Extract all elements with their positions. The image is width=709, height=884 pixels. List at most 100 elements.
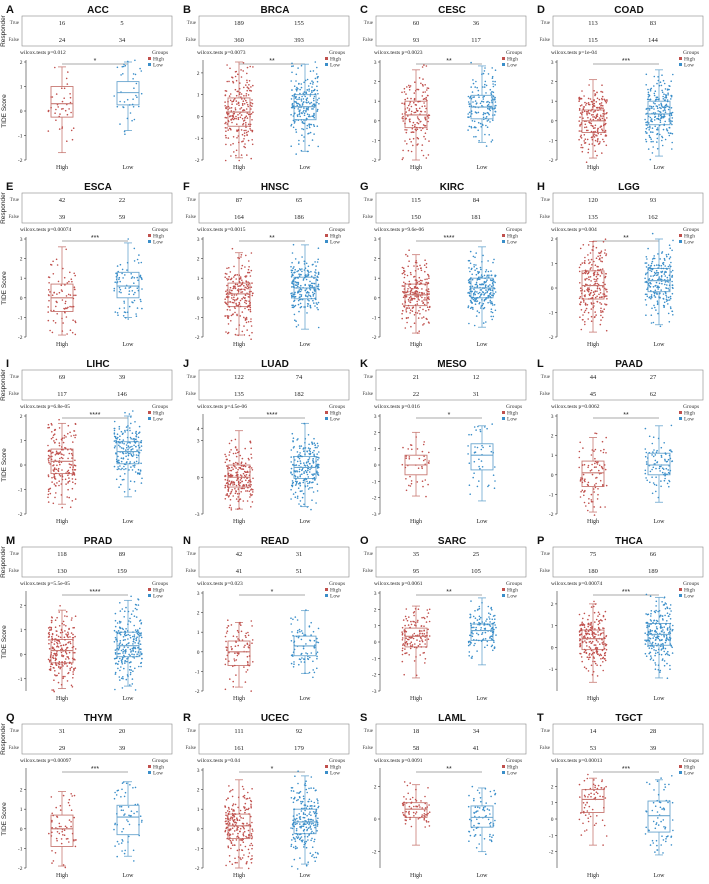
point-high bbox=[246, 103, 249, 106]
y-tick-label: 3 bbox=[197, 237, 200, 243]
point-high bbox=[411, 127, 414, 130]
point-low bbox=[644, 299, 647, 301]
point-high bbox=[234, 75, 237, 78]
point-high bbox=[69, 96, 72, 99]
point-low bbox=[290, 145, 292, 147]
point-high bbox=[241, 279, 243, 281]
point-high bbox=[239, 112, 241, 115]
table-cell-true-low: 36 bbox=[473, 20, 480, 27]
point-low bbox=[134, 629, 137, 631]
point-high bbox=[413, 322, 416, 324]
point-low bbox=[311, 264, 314, 266]
legend-label-high: High bbox=[330, 411, 341, 417]
point-high bbox=[580, 97, 583, 100]
point-low bbox=[304, 306, 306, 308]
point-high bbox=[63, 434, 66, 437]
point-low bbox=[313, 103, 316, 105]
point-low bbox=[306, 473, 309, 476]
point-high bbox=[417, 88, 420, 91]
point-high bbox=[49, 669, 52, 671]
point-high bbox=[72, 633, 74, 636]
point-high bbox=[247, 308, 250, 311]
point-high bbox=[242, 296, 245, 299]
point-high bbox=[246, 86, 249, 88]
point-high bbox=[71, 487, 74, 490]
point-low bbox=[127, 448, 129, 451]
point-low bbox=[137, 646, 140, 649]
point-low bbox=[467, 453, 469, 455]
test-label: wilcox.tests p=6.8e-05 bbox=[20, 404, 70, 410]
point-high bbox=[418, 107, 421, 110]
point-high bbox=[592, 106, 594, 108]
point-high bbox=[230, 449, 232, 451]
point-high bbox=[406, 143, 408, 145]
point-high bbox=[49, 659, 52, 661]
point-high bbox=[409, 101, 411, 103]
point-high bbox=[226, 654, 229, 657]
point-high bbox=[416, 281, 419, 284]
point-high bbox=[247, 139, 250, 142]
point-high bbox=[402, 446, 404, 449]
point-high bbox=[587, 481, 590, 484]
point-low bbox=[649, 269, 651, 272]
point-low bbox=[481, 291, 484, 293]
point-high bbox=[61, 127, 63, 129]
point-high bbox=[49, 487, 52, 490]
point-high bbox=[71, 138, 74, 141]
point-low bbox=[295, 483, 298, 485]
point-high bbox=[402, 149, 404, 152]
point-low bbox=[299, 452, 301, 454]
point-low bbox=[115, 276, 118, 278]
point-low bbox=[310, 123, 313, 126]
point-low bbox=[661, 136, 664, 139]
point-high bbox=[251, 99, 253, 101]
point-low bbox=[653, 271, 656, 274]
point-low bbox=[315, 502, 317, 504]
panel-letter: A bbox=[6, 4, 14, 16]
point-low bbox=[650, 262, 653, 265]
point-low bbox=[317, 474, 320, 476]
point-low bbox=[660, 102, 662, 105]
point-low bbox=[479, 467, 481, 470]
point-high bbox=[245, 636, 247, 639]
point-high bbox=[421, 480, 424, 482]
point-high bbox=[58, 452, 61, 454]
point-low bbox=[655, 476, 657, 478]
point-high bbox=[415, 279, 418, 281]
point-low bbox=[660, 275, 663, 278]
point-high bbox=[50, 458, 53, 461]
point-low bbox=[663, 82, 666, 85]
point-low bbox=[657, 115, 660, 117]
point-high bbox=[584, 269, 587, 272]
point-high bbox=[587, 272, 590, 274]
point-low bbox=[121, 442, 124, 444]
legend-label-low: Low bbox=[330, 63, 340, 69]
point-high bbox=[66, 282, 69, 284]
point-high bbox=[60, 448, 63, 451]
point-high bbox=[239, 277, 242, 280]
point-low bbox=[311, 486, 313, 489]
point-high bbox=[597, 273, 600, 276]
point-low bbox=[118, 291, 121, 293]
point-high bbox=[72, 466, 74, 468]
point-high bbox=[591, 249, 593, 251]
point-high bbox=[62, 655, 64, 658]
point-high bbox=[402, 120, 404, 122]
table-cell-false-high: 150 bbox=[411, 214, 421, 221]
point-high bbox=[225, 455, 227, 458]
point-high bbox=[595, 116, 597, 119]
point-high bbox=[56, 645, 58, 648]
point-high bbox=[593, 100, 595, 102]
point-high bbox=[246, 306, 249, 308]
point-high bbox=[590, 124, 592, 127]
point-high bbox=[236, 654, 239, 657]
point-low bbox=[314, 444, 317, 446]
point-high bbox=[60, 108, 63, 110]
point-high bbox=[250, 338, 252, 340]
point-high bbox=[587, 151, 589, 154]
point-low bbox=[136, 608, 138, 611]
point-high bbox=[581, 289, 584, 291]
point-high bbox=[583, 463, 586, 466]
point-low bbox=[297, 108, 299, 110]
point-high bbox=[73, 472, 75, 474]
